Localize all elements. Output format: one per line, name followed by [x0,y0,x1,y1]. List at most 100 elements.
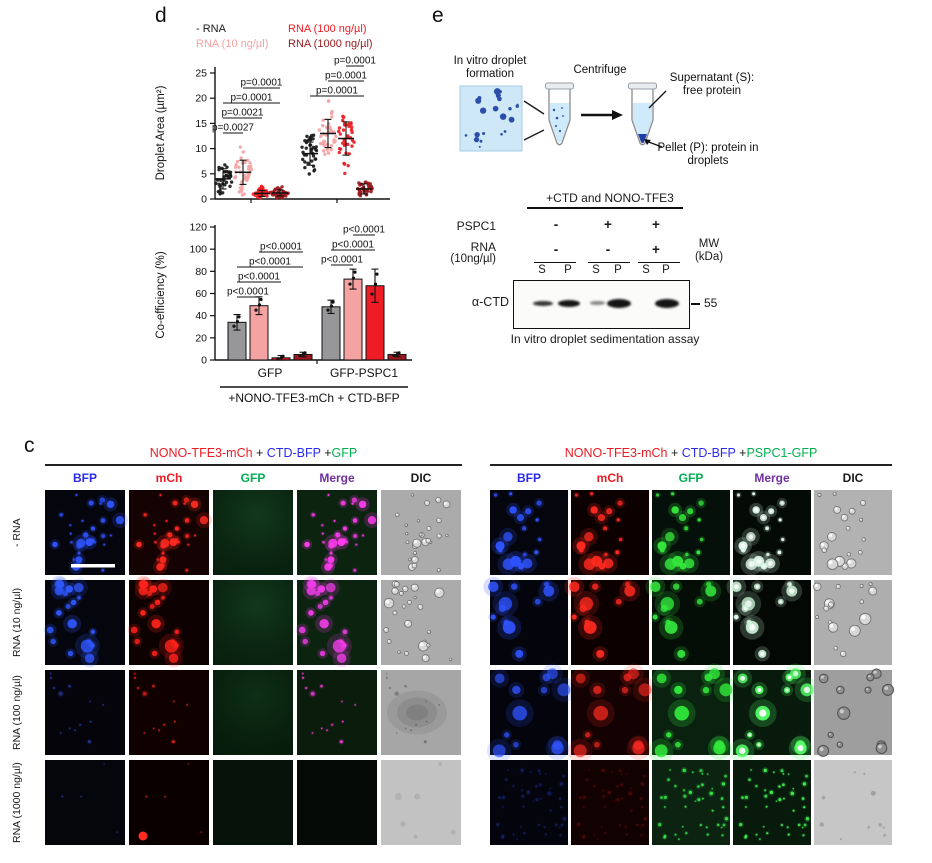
group-title-part: + [667,446,682,460]
micrograph-cell [814,668,894,757]
pellet-pointer-arrowhead [644,139,651,145]
micrograph-cell [571,760,649,845]
group-title-part: + [252,446,267,460]
lane-pair-underline [534,262,576,264]
group-title-part: CTD-BFP [681,446,736,460]
protein-band [607,298,631,308]
micrograph-cell [297,760,377,845]
pellet-label-line2: droplets [688,155,729,167]
svg-text:p<0.0001: p<0.0001 [332,240,374,251]
row-label: RNA (100 ng/µl) [11,675,23,750]
svg-text:p=0.0001: p=0.0001 [334,56,376,67]
micrograph-cell [645,576,730,665]
svg-text:p<0.0001: p<0.0001 [238,272,280,283]
micrograph-cell [564,576,649,665]
micrograph-cell [129,760,209,845]
micrograph-cell [571,490,649,576]
micrograph-grid-gfp [43,490,461,845]
lane-label: S [592,264,600,276]
micrograph-cell [127,575,209,668]
lane-label: S [538,264,546,276]
legend-item: RNA (10 ng/µl) [196,38,269,50]
sedimentation-diagram: In vitro droplet formation Centrifuge [454,55,759,167]
micrograph-cell [45,670,125,755]
micrograph-cell [129,490,212,575]
antibody-label: α-CTD [471,295,509,309]
svg-text:100: 100 [189,244,207,256]
group2-title: NONO-TFE3-mCh + CTD-BFP +PSPC1-GFP [490,446,892,462]
svg-text:5: 5 [201,168,207,180]
svg-text:p=0.0027: p=0.0027 [212,123,254,134]
western-blot: +CTD and NONO-TFE3 PSPC1 - + + RNA (10ng/µ… [410,190,740,360]
blot-caption: In vitro droplet sedimentation assay [510,332,700,346]
panel-c-label: c [24,434,35,457]
channel-header-mch: mCh [596,471,624,485]
pellet-shape [638,134,647,144]
droplet-formation-label-line2: formation [466,68,514,80]
micrograph-cell [213,760,293,845]
micrograph-cell [733,490,811,576]
svg-text:10: 10 [195,143,207,155]
blot-sign: + [652,217,660,232]
micrograph-cell [129,670,209,755]
scale-bar [71,564,115,568]
svg-text:p<0.0001: p<0.0001 [249,257,291,268]
svg-text:25: 25 [195,68,207,80]
droplet-formation-label-line1: In vitro droplet [454,55,528,67]
micrograph-cell [381,490,461,575]
micrograph-cell [45,760,125,845]
svg-text:120: 120 [189,222,207,234]
micrograph-cell [297,670,377,755]
micrograph-cell [652,760,730,845]
channel-header-dic: DIC [842,471,864,485]
svg-text:40: 40 [195,310,207,322]
lane-pair-underline [638,262,680,264]
droplet-area-chart: 0 5 10 15 20 25 Droplet Area (µm²) p=0.0027 p=0.… [155,56,390,206]
connector-line-bottom [523,129,545,141]
arrow-right-icon [581,110,623,120]
svg-text:GFP-PSPC1: GFP-PSPC1 [330,366,398,380]
svg-text:Droplet Area (µm²): Droplet Area (µm²) [155,85,167,180]
blot-sign: + [604,217,612,232]
micrograph-cell [213,580,293,665]
blot-sign: - [553,217,559,232]
micrograph-cell [490,490,568,576]
micrograph-cell [213,490,293,575]
micrograph-cell [814,760,892,845]
lane-label: P [614,264,622,276]
svg-text:p<0.0001: p<0.0001 [227,287,269,298]
micrograph-cell [726,576,811,665]
blot-header-underline [527,207,683,209]
pellet-label-line1: Pellet (P): protein in [658,142,759,154]
svg-text:80: 80 [195,266,207,278]
scatter-legend: - RNA RNA (10 ng/µl) RNA (100 ng/µl) RNA (1… [196,22,373,52]
svg-text:p=0.0001: p=0.0001 [316,86,358,97]
svg-text:0: 0 [201,194,207,206]
protein-band [655,298,679,308]
svg-text:p=0.0001: p=0.0001 [231,93,273,104]
svg-text:p<0.0001: p<0.0001 [321,255,363,266]
lane-label: P [662,264,670,276]
coefficiency-chart: 0 20 40 60 80 100 120 Co-efficiency (%) p<0.0001… [155,222,412,405]
blot-membrane [513,280,690,329]
micrograph-cell [297,490,380,575]
protein-band [589,301,605,305]
lane-label: P [564,264,572,276]
svg-text:20: 20 [195,93,207,105]
micrograph-cell [814,490,892,575]
legend-item: RNA (100 ng/µl) [288,23,367,35]
svg-text:15: 15 [195,118,207,130]
tube-after-centrifuge [628,82,657,146]
channel-header-gfp: GFP [240,471,266,485]
micrograph-cell [381,670,461,755]
channel-header-merge: Merge [754,471,790,485]
micrograph-cell [486,663,577,764]
svg-text:GFP: GFP [258,366,283,380]
svg-text:60: 60 [195,288,207,300]
micrograph-cell [43,575,125,668]
blot-sign: - [605,242,611,257]
blot-sign: - [553,242,559,257]
micrograph-cell [729,663,820,764]
legend-item: RNA (1000 ng/µl) [288,38,373,50]
